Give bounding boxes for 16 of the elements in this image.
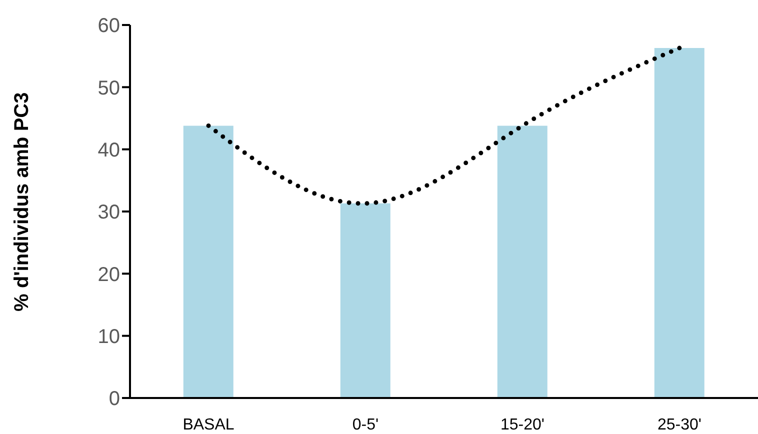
bar bbox=[497, 126, 548, 398]
y-axis-title: % d'individus amb PC3 bbox=[11, 92, 34, 312]
y-tick-label: 10 bbox=[98, 326, 120, 348]
x-tick-label: 0-5' bbox=[352, 416, 379, 434]
y-tick-label: 40 bbox=[98, 139, 120, 162]
bar bbox=[183, 126, 234, 398]
x-tick-label: 15-20' bbox=[500, 416, 544, 434]
x-tick-label: 25-30' bbox=[658, 416, 702, 434]
x-tick-label: BASAL bbox=[182, 416, 234, 434]
bar bbox=[654, 48, 704, 398]
y-tick-label: 20 bbox=[98, 264, 120, 286]
y-tick-label: 60 bbox=[98, 15, 120, 38]
y-tick-label: 30 bbox=[98, 202, 120, 224]
bar bbox=[340, 203, 390, 398]
y-tick-label: 50 bbox=[98, 77, 120, 100]
y-tick-label: 0 bbox=[108, 388, 120, 410]
